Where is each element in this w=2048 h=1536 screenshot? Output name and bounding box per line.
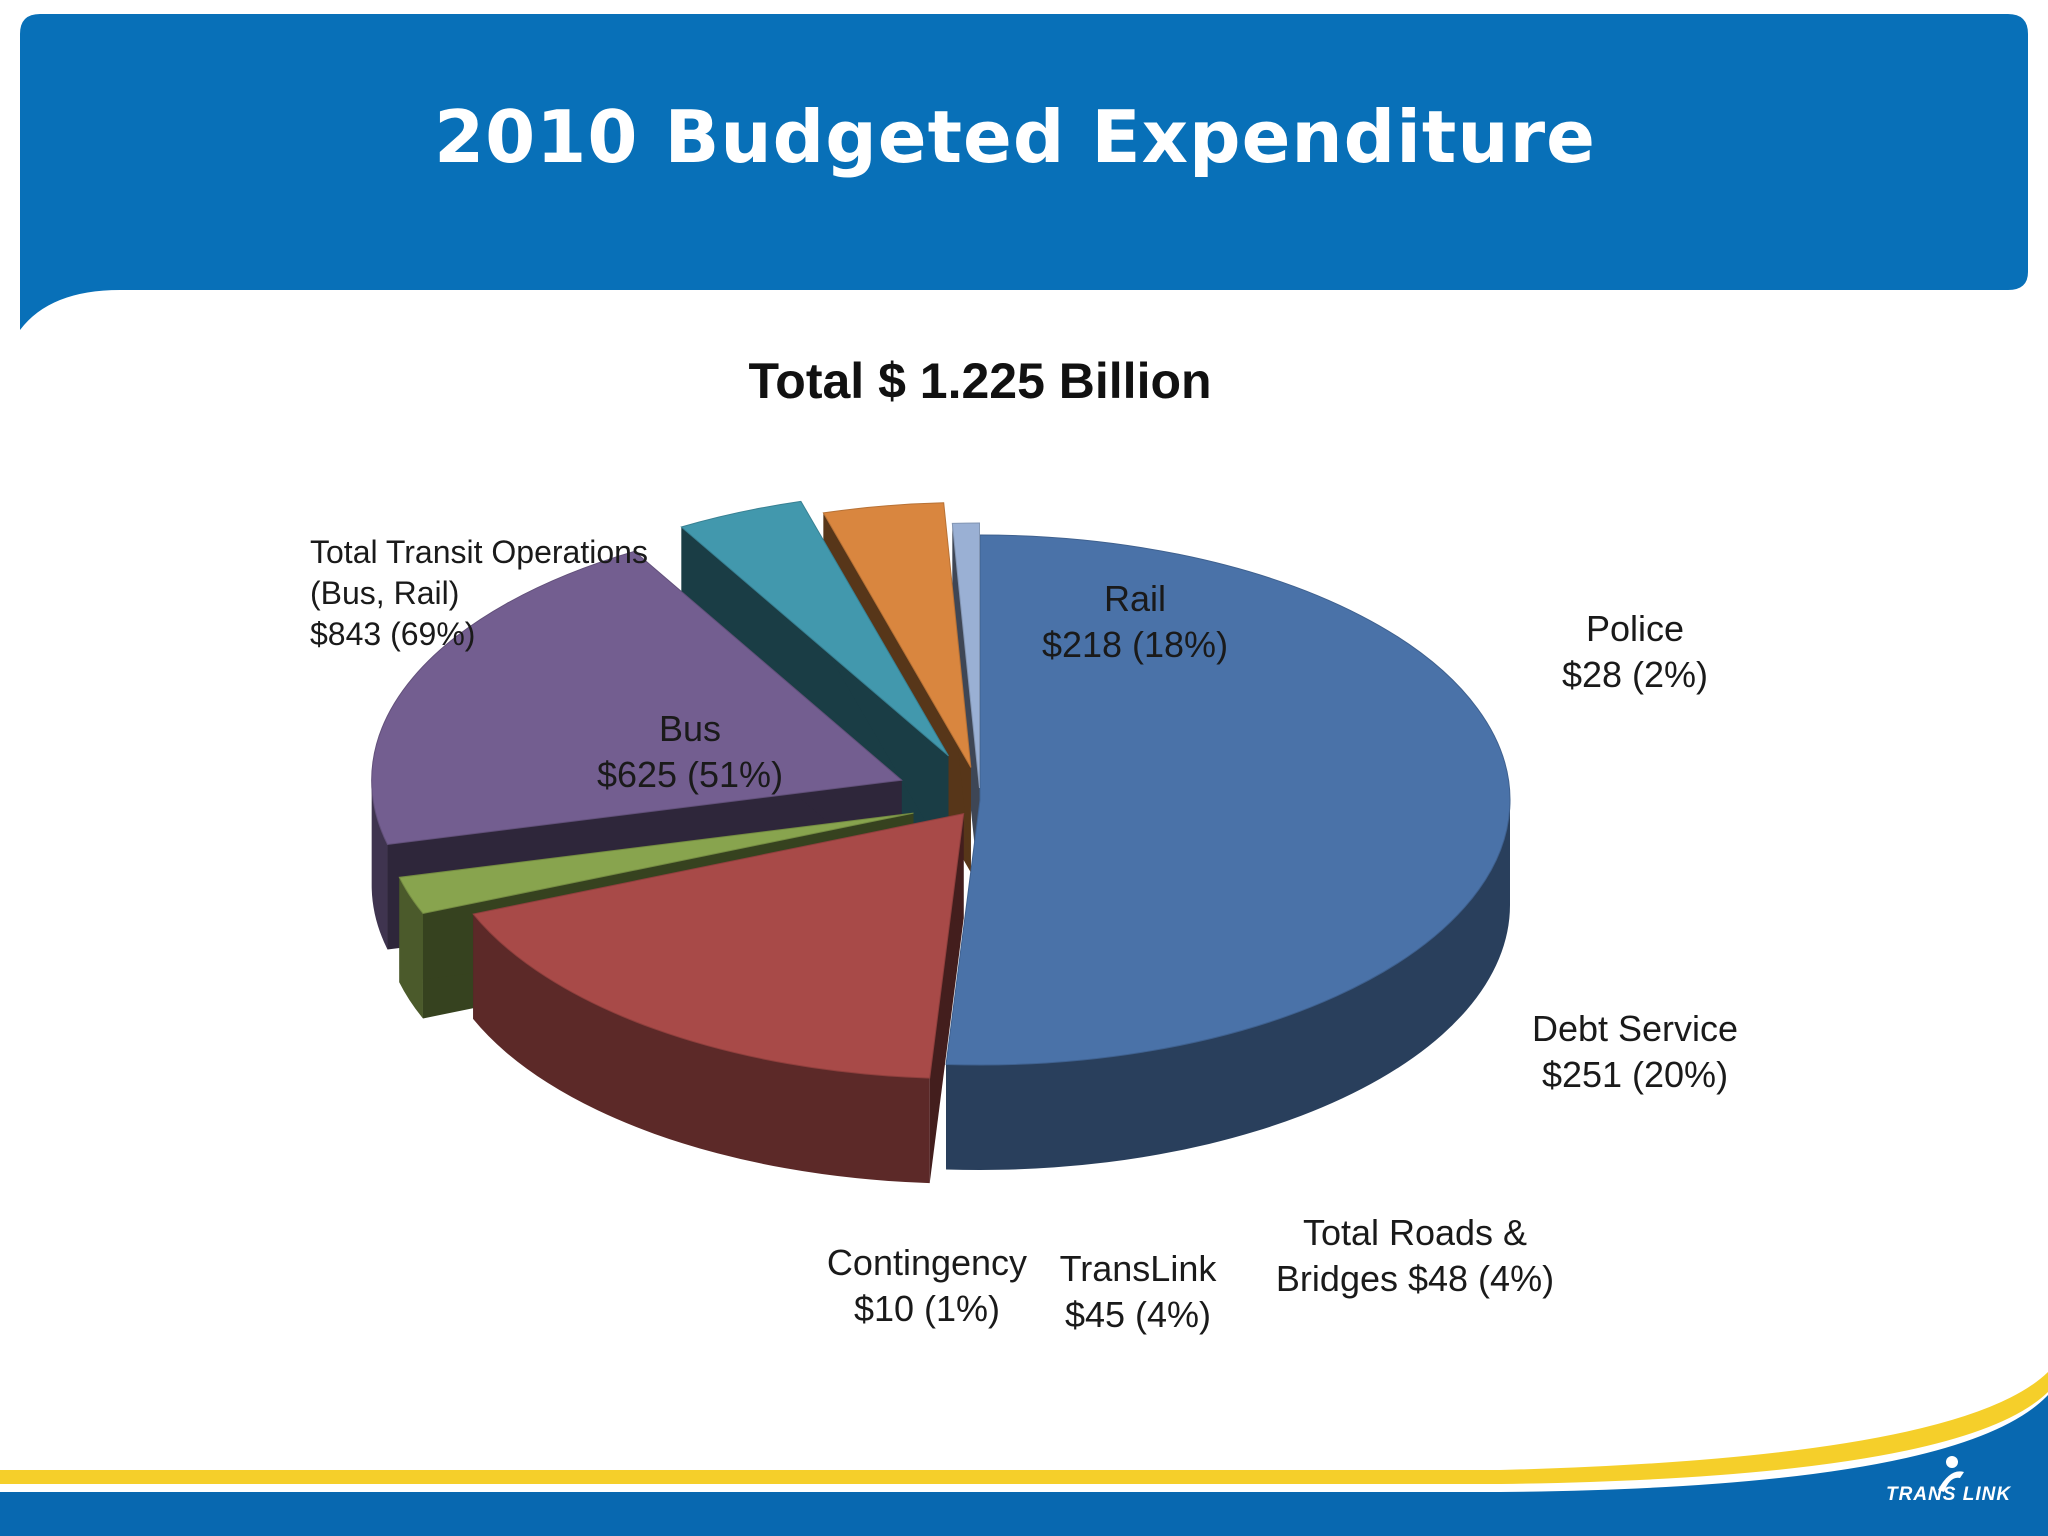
slice-debt-service [371, 550, 903, 845]
slice-side-bus [946, 800, 1511, 1171]
slice-contingency [951, 522, 980, 789]
slice-label-debt-value: $251 (20%) [1541, 1054, 1729, 1095]
page-title: 2010 Budgeted Expenditure [434, 95, 1596, 179]
slice-label-translink-value: $45 (4%) [1064, 1294, 1212, 1335]
slice-label-rail: Rail $218 (18%) [1030, 576, 1240, 668]
slice-bus [945, 534, 1511, 1066]
slice-total-roads-bridges [680, 500, 949, 757]
group-annotation-line-2: (Bus, Rail) [310, 575, 460, 611]
slice-label-contingency-name: Contingency [826, 1242, 1028, 1283]
footer-yellow-stripe [0, 1372, 2048, 1484]
header-banner [20, 14, 2028, 330]
slice-label-translink-name: TransLink [1059, 1248, 1217, 1289]
slice-label-bus: Bus $625 (51%) [580, 706, 800, 798]
slice-label-contingency: Contingency $10 (1%) [822, 1240, 1032, 1332]
slice-label-bus-value: $625 (51%) [596, 754, 784, 795]
slice-label-debt-service: Debt Service $251 (20%) [1530, 1006, 1740, 1098]
slice-police [398, 812, 914, 915]
slice-label-roads: Total Roads & Bridges $48 (4%) [1265, 1210, 1565, 1302]
group-annotation-label: Total Transit Operations (Bus, Rail) $84… [310, 532, 648, 655]
slice-wall-contingency-0 [952, 523, 980, 894]
slice-label-debt-name: Debt Service [1531, 1008, 1739, 1049]
slice-label-translink: TransLink $45 (4%) [1048, 1246, 1228, 1338]
slice-label-contingency-value: $10 (1%) [853, 1288, 1001, 1329]
slice-label-roads-value: Bridges $48 (4%) [1275, 1258, 1555, 1299]
slice-label-police-name: Police [1585, 608, 1685, 649]
pie-tops [371, 500, 1511, 1079]
group-annotation-line-3: $843 (69%) [310, 616, 476, 652]
translink-logo-icon [1938, 1456, 1964, 1492]
slice-side-rail [473, 914, 930, 1184]
slice-label-roads-name: Total Roads & [1302, 1212, 1528, 1253]
translink-logo: TRANS LINK [1886, 1484, 2012, 1505]
slice-label-bus-name: Bus [658, 708, 722, 749]
slice-label-police-value: $28 (2%) [1561, 654, 1709, 695]
slice-label-police: Police $28 (2%) [1560, 606, 1710, 698]
slice-translink [822, 502, 972, 768]
chart-title: Total $ 1.225 Billion [748, 353, 1212, 409]
slice-rail [472, 813, 965, 1079]
slice-label-rail-value: $218 (18%) [1041, 624, 1229, 665]
group-annotation-line-1: Total Transit Operations [310, 534, 648, 570]
footer-blue-bar [0, 1395, 2048, 1536]
slice-side-police [399, 877, 423, 1019]
slice-side-debt-service [371, 780, 388, 950]
slice-label-rail-name: Rail [1103, 578, 1166, 619]
